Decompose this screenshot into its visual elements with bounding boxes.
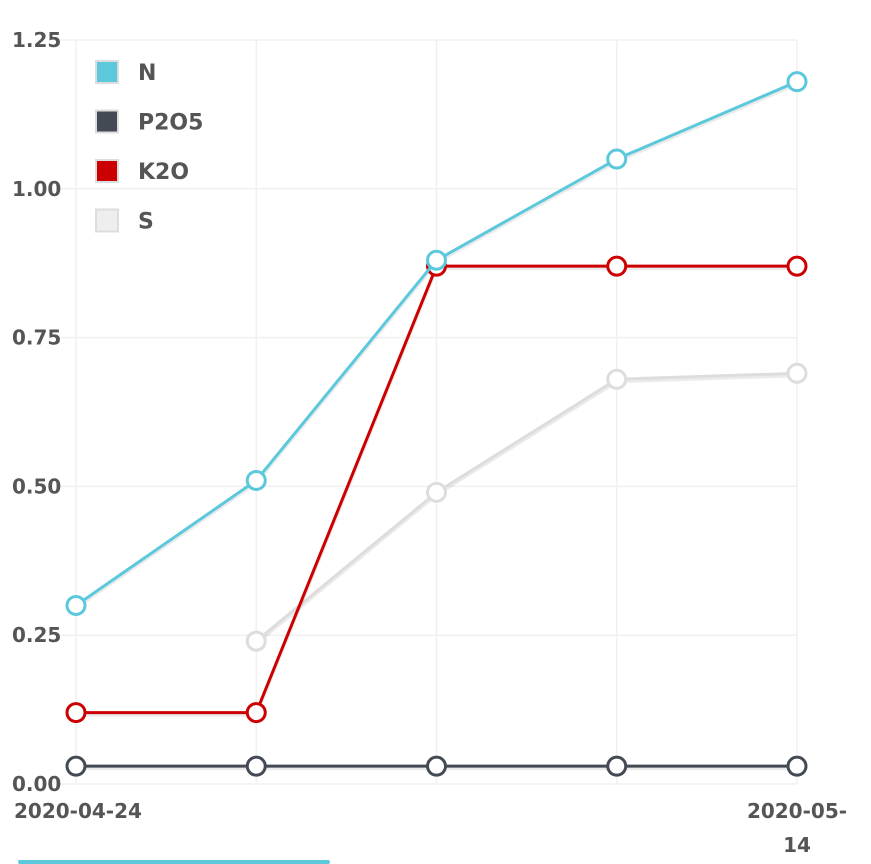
x-tick-label-last: 2020-05-14: [747, 799, 847, 857]
legend-swatch-N[interactable]: [95, 60, 119, 84]
data-point-P2O5[interactable]: [606, 755, 628, 777]
data-point-K2O[interactable]: [786, 255, 808, 277]
data-point-S[interactable]: [426, 481, 447, 503]
x-axis-ticks: 2020-04-24 2020-05-14: [14, 799, 847, 857]
data-point-P2O5[interactable]: [65, 755, 87, 777]
data-point-N[interactable]: [606, 148, 628, 170]
y-tick-label: 0.75: [12, 326, 61, 350]
data-point-P2O5[interactable]: [426, 755, 447, 777]
data-point-S[interactable]: [606, 368, 628, 390]
data-point-P2O5[interactable]: [245, 755, 267, 777]
legend-swatch-K2O[interactable]: [95, 159, 119, 183]
data-point-N[interactable]: [245, 469, 267, 491]
y-tick-label: 0.25: [12, 623, 61, 647]
series-shadow-S: [254, 373, 798, 645]
series-group: [65, 71, 808, 777]
y-tick-label: 0.50: [12, 474, 61, 498]
scrollbar-indicator[interactable]: [18, 860, 330, 864]
legend-label-N[interactable]: N: [138, 61, 156, 86]
data-point-S[interactable]: [786, 362, 808, 384]
data-point-N[interactable]: [65, 594, 87, 616]
x-tick-label-first: 2020-04-24: [14, 799, 142, 823]
y-axis-ticks: 0.00 0.25 0.50 0.75 1.00 1.25: [12, 28, 61, 796]
data-point-N[interactable]: [426, 249, 447, 271]
legend-label-K2O[interactable]: K2O: [138, 160, 189, 185]
data-point-K2O[interactable]: [245, 702, 267, 724]
data-point-N[interactable]: [786, 71, 808, 93]
legend-swatch-P2O5[interactable]: [95, 109, 119, 134]
data-point-S[interactable]: [245, 630, 267, 652]
data-point-K2O[interactable]: [606, 255, 628, 277]
y-tick-label: 1.00: [12, 177, 61, 201]
grid-lines: [60, 39, 798, 785]
legend-label-P2O5[interactable]: P2O5: [138, 111, 203, 136]
series-line-S: [255, 371, 798, 643]
y-tick-label: 0.00: [12, 772, 61, 796]
y-tick-label: 1.25: [12, 28, 61, 52]
data-point-P2O5[interactable]: [786, 755, 808, 777]
legend[interactable]: N P2O5 K2O S: [95, 60, 203, 235]
legend-swatch-S[interactable]: [95, 208, 119, 233]
legend-label-S[interactable]: S: [138, 210, 154, 235]
data-point-K2O[interactable]: [65, 702, 87, 724]
